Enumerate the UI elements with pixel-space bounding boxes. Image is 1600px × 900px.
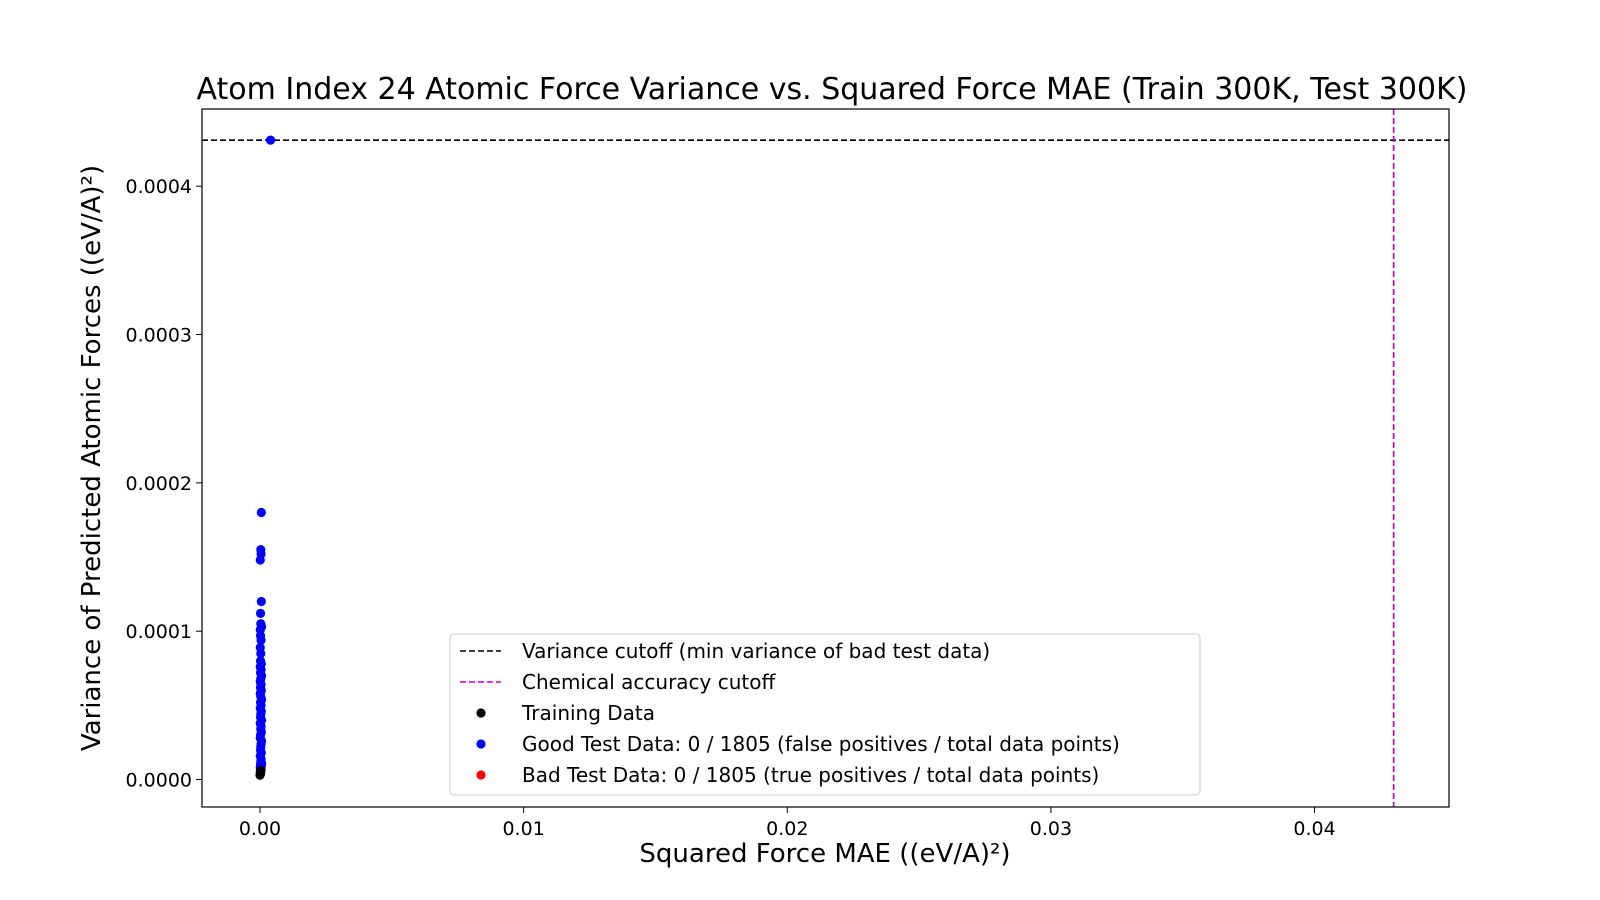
legend-box xyxy=(449,633,1201,796)
data-point xyxy=(256,596,266,607)
legend-marker-swatch xyxy=(476,708,486,718)
data-point xyxy=(256,635,266,645)
y-tick-label: 0.0000 xyxy=(126,770,192,792)
legend-label: Bad Test Data: 0 / 1805 (true positives … xyxy=(522,763,1099,787)
x-tick-label: 0.00 xyxy=(239,818,281,840)
data-point xyxy=(256,766,266,776)
data-point xyxy=(256,507,266,518)
chart-title: Atom Index 24 Atomic Force Variance vs. … xyxy=(197,72,1468,107)
legend-marker-swatch xyxy=(476,770,486,780)
legend-label: Good Test Data: 0 / 1805 (false positive… xyxy=(522,732,1120,756)
data-point xyxy=(265,135,276,145)
data-point xyxy=(255,555,265,565)
x-axis-ticks: 0.00 0.01 0.02 0.03 0.04 xyxy=(239,807,1336,840)
x-tick-label: 0.03 xyxy=(1030,818,1072,840)
x-axis-label: Squared Force MAE ((eV/A)²) xyxy=(639,839,1010,869)
y-axis-ticks: 0.0000 0.0001 0.0002 0.0003 0.0004 xyxy=(126,176,202,792)
y-tick-label: 0.0003 xyxy=(126,324,192,346)
x-tick-label: 0.01 xyxy=(502,818,544,840)
x-tick-label: 0.02 xyxy=(766,818,808,840)
y-axis-label: Variance of Predicted Atomic Forces ((eV… xyxy=(77,165,107,751)
y-tick-label: 0.0001 xyxy=(126,621,192,643)
y-tick-label: 0.0002 xyxy=(126,473,192,495)
legend-marker-swatch xyxy=(476,739,486,749)
data-point xyxy=(256,648,266,659)
legend-label: Variance cutoff (min variance of bad tes… xyxy=(522,639,990,663)
legend-label: Chemical accuracy cutoff xyxy=(522,670,776,694)
legend: Variance cutoff (min variance of bad tes… xyxy=(449,633,1201,796)
x-tick-label: 0.04 xyxy=(1293,818,1335,840)
legend-label: Training Data xyxy=(521,701,655,725)
data-point xyxy=(255,608,266,618)
y-tick-label: 0.0004 xyxy=(126,176,192,198)
axes-frame xyxy=(201,108,1450,808)
plot-area xyxy=(202,109,1449,807)
